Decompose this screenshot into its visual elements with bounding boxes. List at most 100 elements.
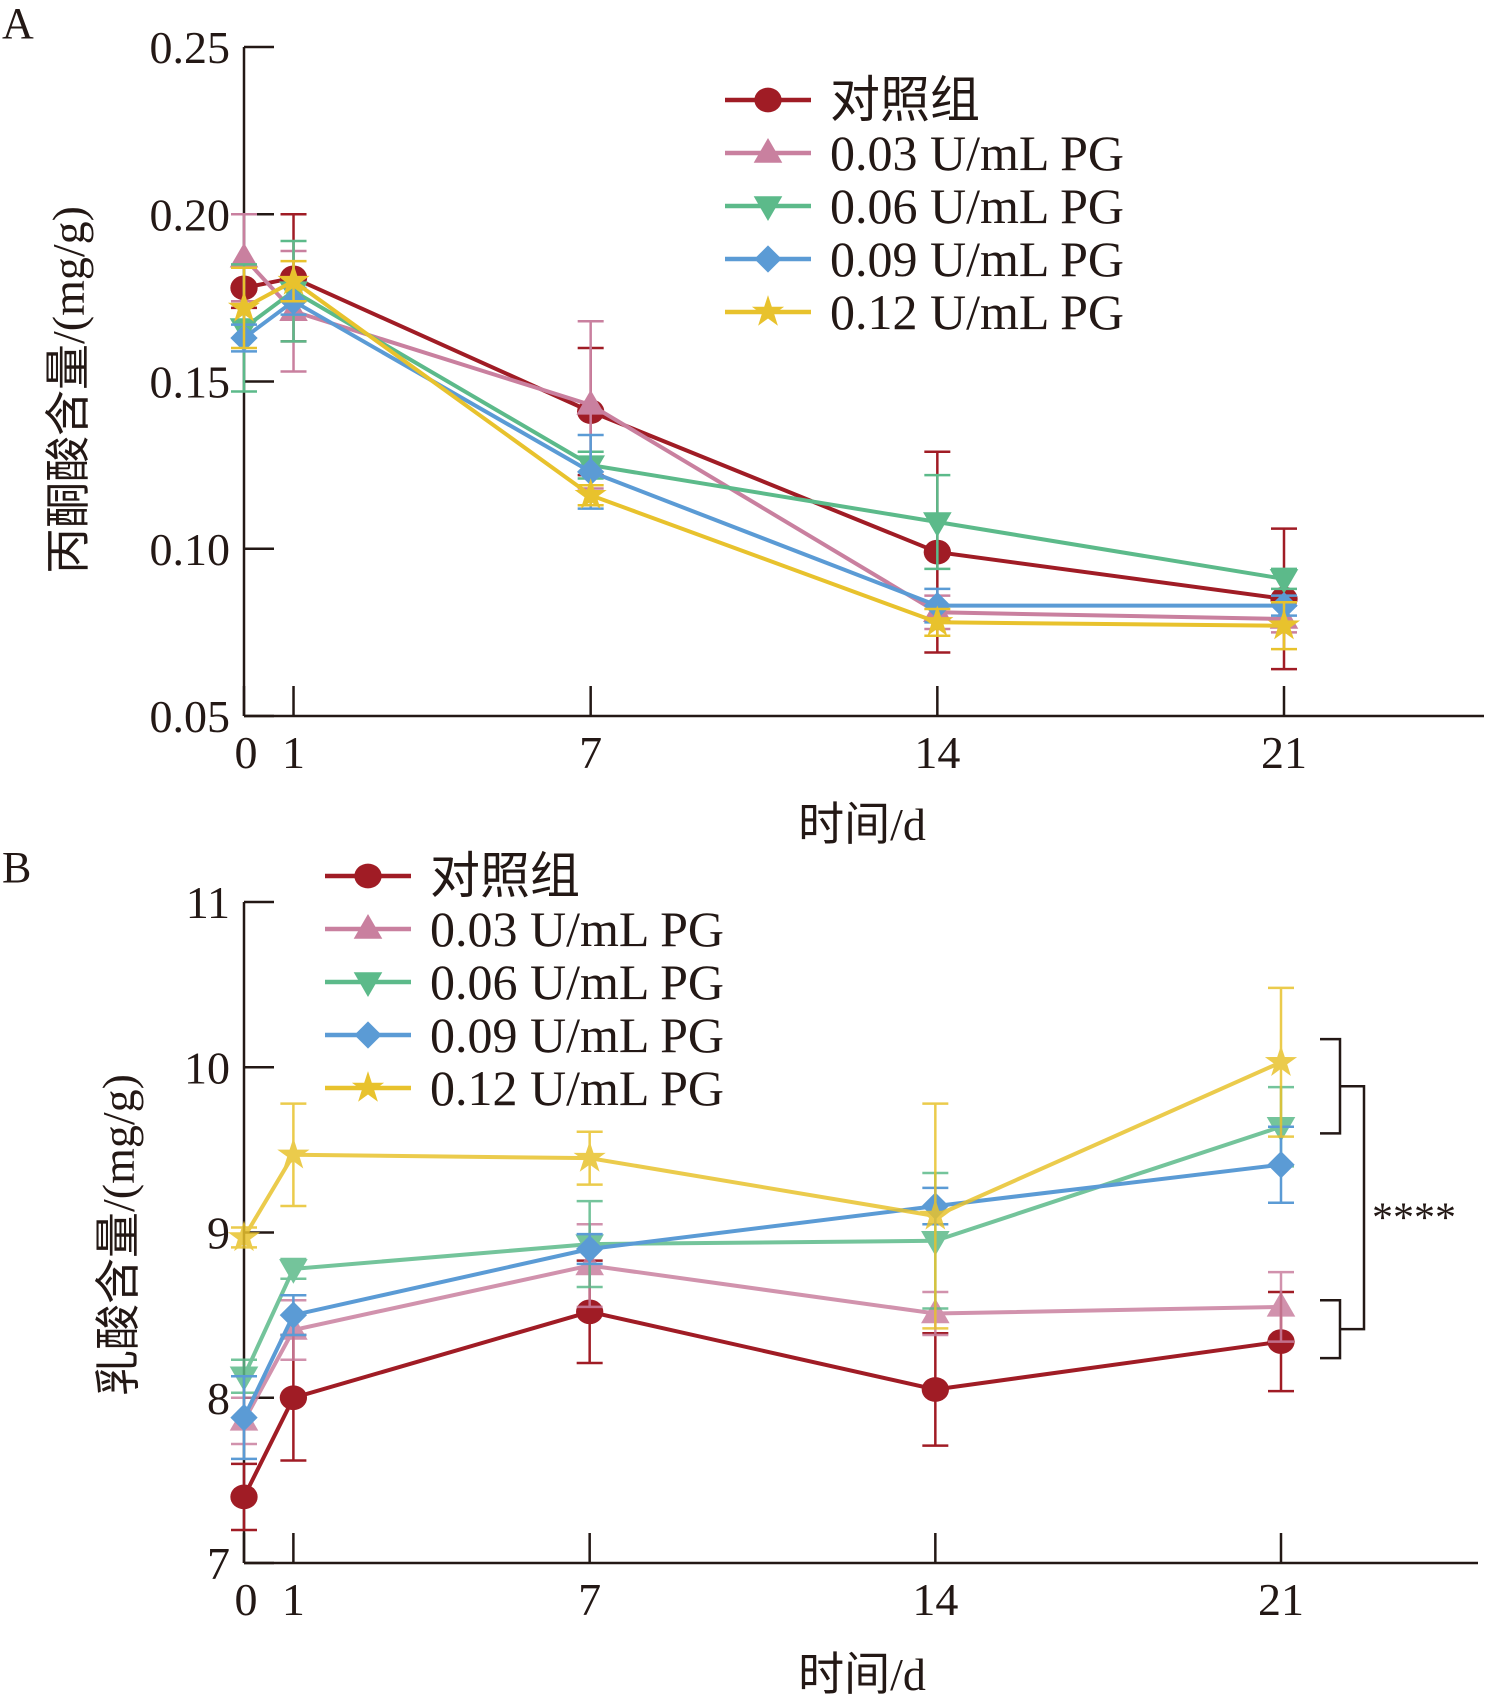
legend-label: 0.03 U/mL PG — [830, 125, 1124, 181]
panel-label-b: B — [2, 843, 31, 892]
legend-marker — [353, 914, 383, 939]
chart-a-data-point — [923, 512, 952, 537]
chart-a-legend-item: 0.09 U/mL PG — [725, 231, 1124, 287]
chart-b-x-axis-title: 时间/d — [798, 1649, 926, 1699]
chart-b-series-line — [242, 1263, 1282, 1422]
chart-b-data-point — [230, 1403, 258, 1432]
chart-a-legend-item: 0.03 U/mL PG — [725, 125, 1124, 181]
chart-a-series-2 — [229, 239, 1299, 594]
chart-b-data-point — [919, 1199, 952, 1230]
chart-a-x-axis-title: 时间/d — [798, 799, 926, 850]
chart-b-data-point — [279, 1385, 308, 1411]
chart-a-y-tick-label: 0.15 — [150, 357, 231, 408]
chart-a-series-line — [243, 278, 1285, 628]
chart-b-y-tick-label: 10 — [184, 1042, 230, 1093]
chart-a-data-point — [577, 458, 605, 486]
chart-b-data-point — [277, 1137, 310, 1169]
chart-a-x-tick-label: 14 — [914, 727, 960, 778]
chart-b-data-point — [1266, 1291, 1296, 1317]
chart-b-series-2 — [229, 1085, 1296, 1395]
chart-b-legend-item: 0.12 U/mL PG — [325, 1060, 724, 1116]
chart-b-data-point — [1267, 1151, 1295, 1179]
chart-b-series-4 — [227, 986, 1298, 1330]
chart-b-series-line — [242, 1309, 1282, 1498]
chart-a-y-axis-title: 丙酮酸含量/(mg/g) — [43, 206, 94, 574]
chart-a-data-point — [227, 291, 261, 322]
legend-label: 0.09 U/mL PG — [430, 1007, 724, 1063]
chart-b-series-1 — [229, 1222, 1296, 1446]
chart-b-y-tick-label: 7 — [207, 1538, 230, 1589]
chart-a-series-0 — [230, 213, 1298, 671]
legend-label: 对照组 — [430, 848, 580, 904]
legend-marker — [353, 972, 383, 997]
chart-a-series-line — [243, 275, 1285, 601]
legend-label: 对照组 — [830, 72, 980, 128]
chart-b-legend-item: 0.06 U/mL PG — [325, 954, 724, 1010]
chart-b-series-line — [242, 1124, 1282, 1378]
chart-b-series-3 — [230, 1125, 1295, 1461]
chart-a-data-point — [1267, 608, 1301, 640]
chart-a-x-tick-label: 21 — [1261, 727, 1307, 778]
chart-b-data-point — [279, 1259, 308, 1284]
legend-label: 0.12 U/mL PG — [430, 1060, 724, 1116]
chart-b-series-0 — [230, 1259, 1295, 1532]
bracket-lower — [1320, 1299, 1342, 1360]
legend-marker — [753, 196, 783, 221]
chart-b-y-tick-label: 11 — [186, 877, 230, 928]
legend-marker — [751, 295, 785, 326]
chart-b-data-point — [279, 1301, 308, 1329]
bracket-connector — [1340, 1085, 1366, 1331]
chart-b-y-axis-title: 乳酸含量/(mg/g) — [93, 1074, 144, 1396]
legend-label: 0.06 U/mL PG — [430, 954, 724, 1010]
chart-a-data-point — [921, 605, 954, 636]
legend-marker — [753, 138, 783, 163]
bracket-upper — [1320, 1037, 1342, 1135]
chart-a-x-tick-label: 0 — [235, 727, 258, 778]
chart-a-y-tick-label: 0.05 — [150, 691, 231, 742]
panel-label-a: A — [2, 0, 34, 48]
chart-b-data-point — [576, 1235, 604, 1263]
chart-a-series-3 — [230, 286, 1298, 624]
chart-b-x-tick-label: 7 — [578, 1574, 601, 1625]
chart-a-x-tick-label: 1 — [282, 727, 305, 778]
legend-marker — [354, 1021, 382, 1049]
chart-a-series — [227, 213, 1301, 671]
chart-b-x-tick-label: 14 — [912, 1574, 958, 1625]
chart-b-x-tick-label: 21 — [1258, 1574, 1304, 1625]
legend-marker — [354, 863, 382, 889]
chart-b-data-point — [1264, 1045, 1298, 1076]
chart-a-series-line — [242, 288, 1285, 581]
chart-b-y-tick-label: 8 — [207, 1373, 230, 1424]
chart-a-y-tick-label: 0.10 — [150, 524, 231, 575]
legend-label: 0.03 U/mL PG — [430, 901, 724, 957]
chart-b-data-point — [230, 1484, 258, 1510]
chart-a-data-point — [277, 264, 310, 295]
chart-a-legend-item: 0.12 U/mL PG — [725, 284, 1124, 340]
chart-b-legend-item: 对照组 — [325, 848, 580, 904]
chart-a-legend-item: 对照组 — [725, 72, 980, 128]
chart-a-x-tick-label: 7 — [579, 727, 602, 778]
chart-b-data-point — [573, 1141, 606, 1172]
chart-a-data-point — [1269, 569, 1299, 594]
chart-a-series-4 — [227, 259, 1301, 651]
chart-b-significance: **** — [1320, 1037, 1456, 1360]
chart-a-legend-item: 0.06 U/mL PG — [725, 178, 1124, 234]
chart-b-legend-item: 0.03 U/mL PG — [325, 901, 724, 957]
legend-label: 0.12 U/mL PG — [830, 284, 1124, 340]
legend-marker — [754, 87, 782, 113]
significance-label: **** — [1372, 1196, 1456, 1242]
chart-a-data-point — [576, 389, 605, 415]
chart-b-series — [227, 986, 1298, 1532]
chart-a-series-1 — [229, 213, 1299, 634]
chart-b-y-tick-label: 9 — [207, 1208, 230, 1259]
legend-label: 0.06 U/mL PG — [830, 178, 1124, 234]
legend-marker — [351, 1071, 385, 1102]
chart-b-axes: 7 8 9 10 11 0 1 7 14 21 — [184, 877, 1478, 1625]
chart-a-y-tick-label: 0.25 — [150, 22, 231, 73]
chart-a-axes: 0.05 0.10 0.15 0.20 0.25 0 1 7 14 21 — [150, 22, 1484, 778]
